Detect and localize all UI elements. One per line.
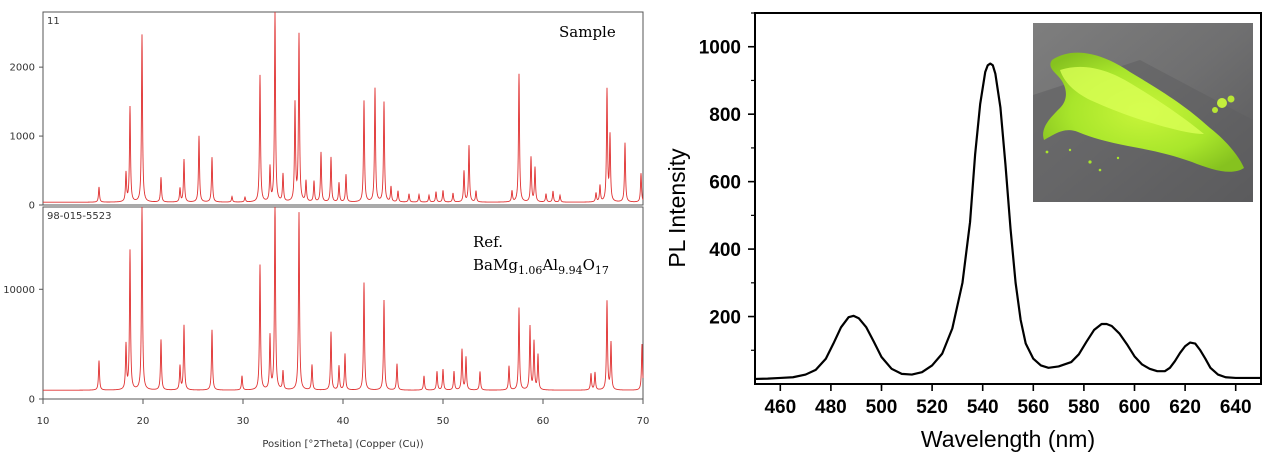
pl-x-tick-label: 600	[1119, 397, 1151, 418]
xrd-bottom-corner-label: 98-015-5523	[47, 211, 111, 222]
pl-x-tick-label: 460	[764, 397, 796, 418]
xrd-pattern-line-2	[43, 206, 644, 391]
pl-x-tick-label: 620	[1169, 397, 1201, 418]
xrd-frame-top	[42, 11, 644, 206]
xrd-pattern-line-1	[43, 11, 644, 203]
formula-subscript: 17	[595, 264, 609, 277]
xrd-y-tick-label: 10000	[3, 285, 35, 296]
formula-element: O	[583, 256, 595, 274]
formula-subscript: 1.06	[518, 264, 543, 277]
xrd-x-tick-label: 40	[337, 416, 350, 427]
pl-y-tick-label: 600	[709, 173, 741, 194]
xrd-x-tick-label: 70	[637, 416, 650, 427]
xrd-x-tick-label: 30	[237, 416, 250, 427]
pl-y-tick-label: 400	[709, 240, 741, 261]
pl-x-axis-label: Wavelength (nm)	[921, 426, 1095, 452]
pl-x-tick-label: 580	[1068, 397, 1100, 418]
pl-y-axis-label: PL Intensity	[664, 148, 690, 268]
formula-element: BaMg	[473, 256, 518, 274]
formula-subscript: 9.94	[558, 264, 583, 277]
xrd-y-tick-label: 0	[29, 201, 35, 212]
xrd-y-tick-label: 2000	[10, 63, 35, 74]
xrd-top-corner-label: 11	[47, 16, 60, 27]
pl-x-tick-label: 520	[916, 397, 948, 418]
xrd-y-tick-label: 1000	[10, 132, 35, 143]
pl-x-tick-label: 540	[967, 397, 999, 418]
inset-phosphor-photo	[1033, 23, 1253, 202]
pl-x-tick-label: 640	[1220, 397, 1252, 418]
xrd-x-tick-label: 50	[437, 416, 450, 427]
pl-y-tick-label: 1000	[699, 38, 741, 59]
xrd-ref-formula: BaMg1.06Al9.94O17	[473, 256, 609, 277]
xrd-y-tick-label: 0	[29, 395, 35, 406]
pl-spectrum-line	[754, 62, 1261, 381]
pl-y-tick-label: 200	[709, 308, 741, 329]
pl-x-tick-label: 500	[866, 397, 898, 418]
pl-y-tick-label: 800	[709, 105, 741, 126]
xrd-x-axis-label: Position [°2Theta] (Copper (Cu))	[262, 439, 423, 450]
pl-x-tick-label: 480	[815, 397, 847, 418]
xrd-ref-label: Ref.	[473, 233, 503, 251]
pl-plot-frame	[754, 12, 1262, 385]
xrd-x-tick-label: 20	[137, 416, 150, 427]
formula-element: Al	[541, 256, 558, 274]
pl-x-tick-label: 560	[1017, 397, 1049, 418]
xrd-x-tick-label: 60	[537, 416, 550, 427]
xrd-sample-label: Sample	[559, 23, 616, 41]
xrd-x-tick-label: 10	[37, 416, 50, 427]
